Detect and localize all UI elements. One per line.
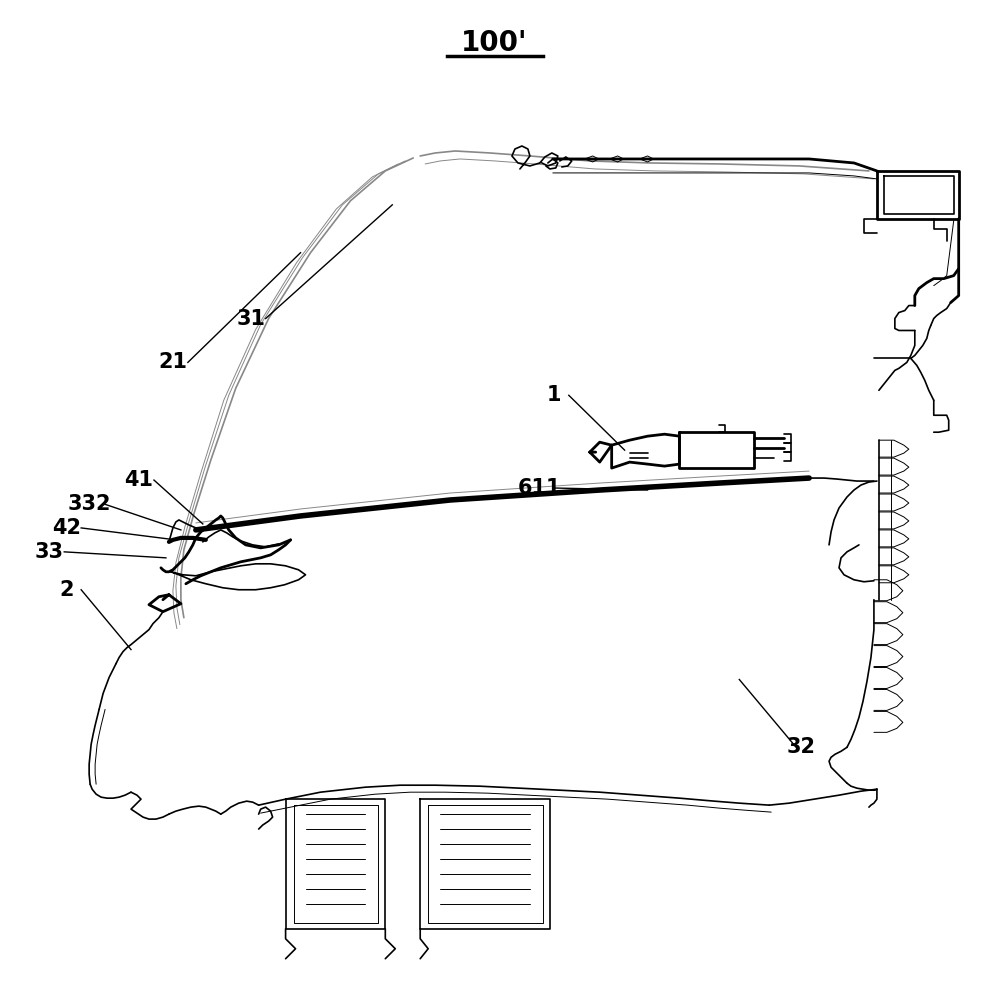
- Text: 332: 332: [67, 494, 110, 514]
- Text: 32: 32: [787, 737, 815, 757]
- Text: 33: 33: [35, 542, 64, 562]
- Text: 42: 42: [51, 518, 81, 538]
- Text: 1: 1: [546, 385, 561, 405]
- Text: 31: 31: [237, 309, 265, 329]
- Text: 100': 100': [460, 29, 528, 57]
- Text: 611: 611: [518, 478, 562, 498]
- Text: 2: 2: [59, 580, 73, 600]
- Text: 41: 41: [124, 470, 154, 490]
- Text: 21: 21: [159, 352, 187, 372]
